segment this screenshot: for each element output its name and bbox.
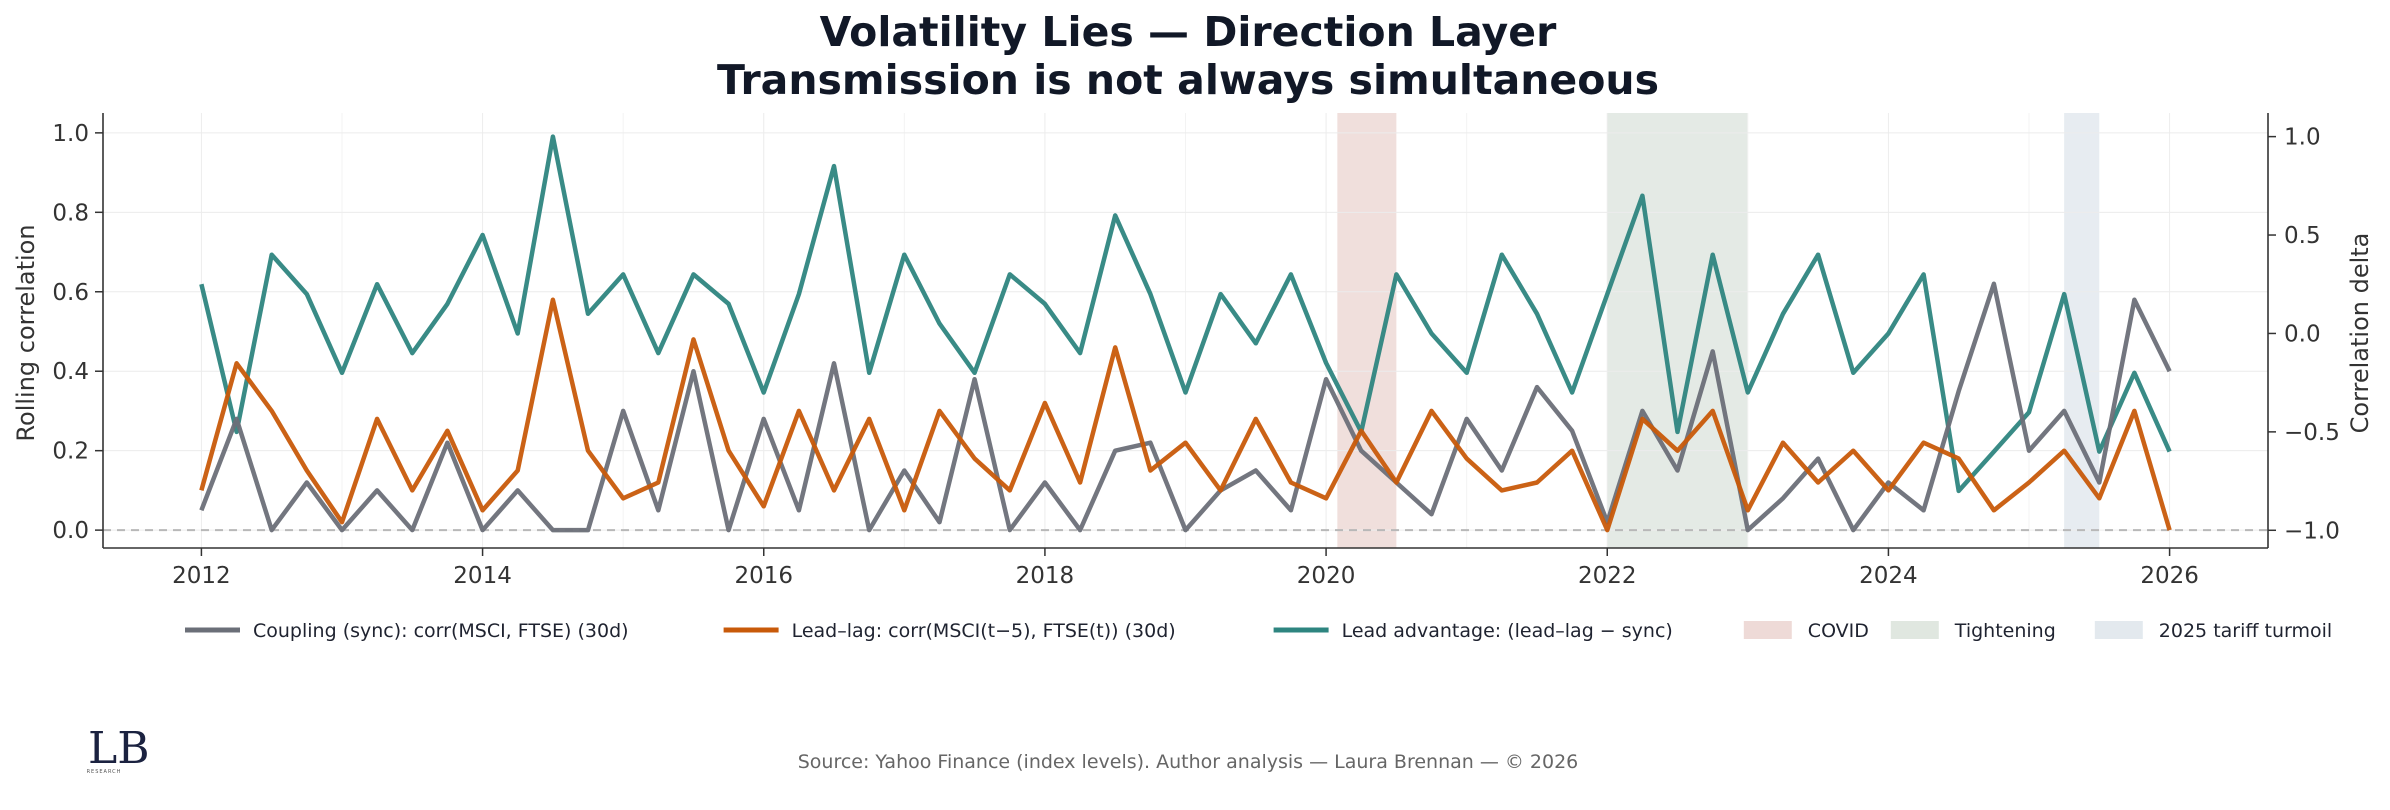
y-right-tick-label-0: −1.0 (2284, 518, 2340, 544)
shaded-region-2 (2064, 113, 2100, 548)
grid (103, 113, 2268, 548)
y-axis-label: Rolling correlation (12, 224, 40, 441)
axes (102, 113, 2269, 549)
x-tick-label-1: 2014 (453, 563, 512, 589)
series-line-0 (199, 281, 2172, 533)
tick-labels: 2012 2014 2016 2018 2020 2022 2024 2026 0.0 0.2 0.… (52, 121, 2339, 589)
chart-subtitle: Transmission is not always simultaneous (717, 56, 1659, 104)
legend-label-series-2: Lead advantage: (lead–lag − sync) (1342, 620, 1673, 642)
y-tick-label-1: 0.2 (52, 439, 89, 465)
logo-subtext: RESEARCH (87, 769, 122, 775)
y-tick-label-3: 0.6 (52, 280, 89, 306)
plot-area (103, 113, 2268, 548)
legend-label-region-0: COVID (1808, 620, 1869, 642)
x-tick-label-0: 2012 (172, 563, 231, 589)
y-right-tick-label-2: 0.0 (2284, 321, 2321, 347)
y-right-tick-label-1: −0.5 (2284, 420, 2340, 446)
series-line-2 (199, 134, 2172, 494)
series-line-1 (199, 297, 2172, 533)
y-right-tick-label-3: 0.5 (2284, 223, 2321, 249)
shaded-region-0 (1337, 113, 1397, 548)
legend-label-region-1: Tightening (1954, 620, 2056, 642)
legend-swatch-region-0 (1743, 621, 1792, 639)
legend-swatch-region-2 (2094, 621, 2143, 639)
x-tick-label-5: 2022 (1578, 563, 1637, 589)
x-tick-label-3: 2018 (1016, 563, 1075, 589)
shaded-region-1 (1607, 113, 1748, 548)
legend: Coupling (sync): corr(MSCI, FTSE) (30d) L… (185, 620, 2332, 642)
x-tick-label-4: 2020 (1297, 563, 1356, 589)
legend-swatch-region-1 (1890, 621, 1939, 639)
legend-label-series-1: Lead–lag: corr(MSCI(t−5), FTSE(t)) (30d) (792, 620, 1176, 642)
source-note: Source: Yahoo Finance (index levels). Au… (798, 751, 1579, 773)
y-right-tick-label-4: 1.0 (2284, 125, 2321, 151)
shaded-regions (1337, 113, 2100, 548)
chart-title: Volatility Lies — Direction Layer (820, 8, 1557, 56)
y-tick-label-2: 0.4 (52, 359, 89, 385)
legend-label-series-0: Coupling (sync): corr(MSCI, FTSE) (30d) (253, 620, 629, 642)
y-axis-label-right: Correlation delta (2346, 233, 2374, 434)
x-tick-label-2: 2016 (734, 563, 793, 589)
y-tick-label-0: 0.0 (52, 518, 89, 544)
y-tick-label-4: 0.8 (52, 200, 89, 226)
y-tick-label-5: 1.0 (52, 121, 89, 147)
x-tick-label-6: 2024 (1859, 563, 1918, 589)
legend-label-region-2: 2025 tariff turmoil (2159, 620, 2332, 642)
logo: LB RESEARCH (87, 723, 150, 775)
logo-text: LB (88, 723, 150, 774)
x-tick-label-7: 2026 (2140, 563, 2199, 589)
series-layer (199, 134, 2172, 533)
